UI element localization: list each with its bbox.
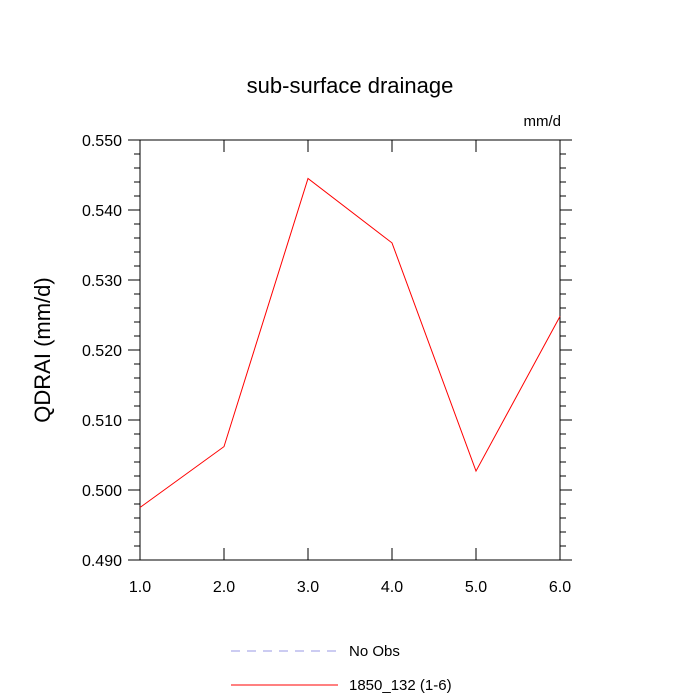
y-tick-label: 0.510 [82, 413, 122, 430]
x-tick-label: 3.0 [297, 579, 319, 596]
y-tick-label: 0.540 [82, 203, 122, 220]
minor-ticks [134, 153, 566, 547]
y-tick-label: 0.490 [82, 553, 122, 570]
series-line-1850-132 [139, 177, 561, 508]
legend: No Obs 1850_132 (1-6) [231, 643, 452, 694]
x-tick-labels: 1.0 2.0 3.0 4.0 5.0 6.0 [129, 579, 571, 596]
x-tick-label: 6.0 [549, 579, 571, 596]
y-tick-label: 0.550 [82, 133, 122, 150]
x-tick-label: 4.0 [381, 579, 403, 596]
units-label: mm/d [524, 113, 562, 130]
y-tick-label: 0.530 [82, 273, 122, 290]
y-tick-label: 0.500 [82, 483, 122, 500]
legend-label-1850-132: 1850_132 (1-6) [349, 677, 452, 694]
y-tick-labels: 0.490 0.500 0.510 0.520 0.530 0.540 0.550 [82, 133, 122, 570]
y-axis-label: QDRAI (mm/d) [30, 277, 55, 422]
series-layer [139, 177, 561, 508]
x-tick-label: 2.0 [213, 579, 235, 596]
x-tick-label: 5.0 [465, 579, 487, 596]
major-ticks [128, 139, 572, 561]
plot-frame [139, 139, 561, 561]
legend-label-no-obs: No Obs [349, 643, 400, 660]
y-tick-label: 0.520 [82, 343, 122, 360]
x-tick-label: 1.0 [129, 579, 151, 596]
chart-title: sub-surface drainage [247, 73, 454, 98]
